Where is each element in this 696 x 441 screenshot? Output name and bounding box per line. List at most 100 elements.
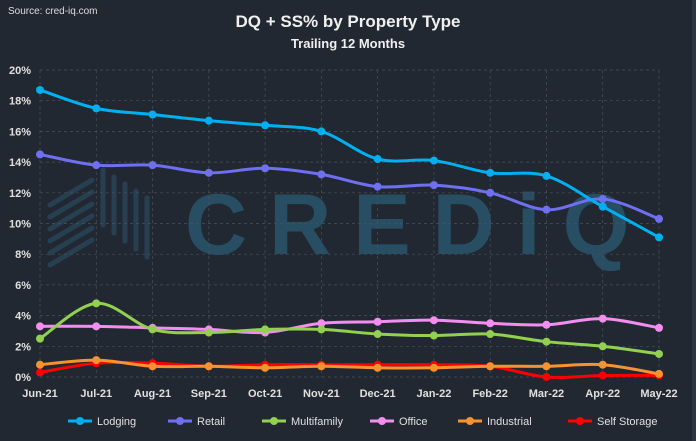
y-tick-label: 0%	[15, 372, 31, 384]
legend-marker-self-storage	[576, 417, 584, 425]
data-point-industrial	[373, 363, 382, 372]
data-point-multifamily	[36, 334, 44, 343]
y-tick-label: 14%	[9, 157, 31, 169]
x-tick-label: Sep-21	[191, 388, 227, 400]
watermark-text: CREDiQ	[185, 177, 651, 273]
legend-label-multifamily: Multifamily	[291, 416, 343, 428]
x-tick-label: Jan-22	[416, 388, 451, 400]
data-point-retail	[486, 188, 495, 197]
y-tick-label: 8%	[15, 249, 31, 261]
data-point-self-storage	[598, 371, 607, 380]
data-point-industrial	[655, 369, 663, 378]
data-point-industrial	[317, 362, 326, 371]
data-point-multifamily	[655, 349, 663, 358]
data-point-lodging	[261, 121, 270, 130]
data-point-retail	[92, 161, 101, 170]
data-point-multifamily	[373, 330, 382, 339]
data-point-industrial	[598, 360, 607, 369]
data-point-lodging	[598, 202, 607, 211]
data-point-lodging	[373, 155, 382, 164]
data-point-multifamily	[542, 337, 551, 346]
y-tick-label: 20%	[9, 65, 31, 77]
data-point-lodging	[486, 168, 495, 177]
data-point-multifamily	[261, 325, 270, 334]
data-point-multifamily	[204, 328, 213, 337]
data-point-retail	[36, 150, 44, 159]
x-tick-label: Feb-22	[472, 388, 507, 400]
source-note: Source: cred-iq.com	[8, 6, 98, 17]
data-point-self-storage	[542, 373, 551, 381]
data-point-retail	[429, 181, 438, 190]
data-point-retail	[373, 182, 382, 191]
legend-label-industrial: Industrial	[487, 416, 532, 428]
x-tick-label: Jun-21	[22, 388, 57, 400]
series-line-industrial	[39, 358, 660, 376]
legend-label-office: Office	[399, 416, 428, 428]
data-point-lodging	[317, 127, 326, 136]
data-point-industrial	[542, 362, 551, 371]
legend-marker-office	[378, 417, 386, 425]
data-point-retail	[148, 161, 157, 170]
data-point-multifamily	[486, 330, 495, 339]
y-tick-label: 16%	[9, 126, 31, 138]
chart-title: DQ + SS% by Property Type	[235, 12, 461, 31]
chart-subtitle: Trailing 12 Months	[290, 36, 406, 51]
x-tick-label: Dec-21	[360, 388, 396, 400]
data-point-multifamily	[92, 299, 101, 308]
legend-marker-multifamily	[270, 417, 278, 425]
data-point-retail	[317, 170, 326, 179]
data-point-lodging	[148, 110, 157, 119]
x-tick-label: May-22	[640, 388, 677, 400]
y-tick-label: 2%	[15, 341, 31, 353]
data-point-multifamily	[148, 325, 157, 334]
data-point-office	[598, 314, 607, 323]
data-point-lodging	[429, 156, 438, 165]
data-point-office	[655, 323, 663, 332]
data-point-lodging	[542, 171, 551, 180]
legend-label-self-storage: Self Storage	[597, 416, 658, 428]
data-point-office	[36, 322, 44, 331]
y-tick-label: 18%	[9, 96, 31, 108]
data-point-lodging	[655, 233, 663, 242]
watermark-logo	[47, 167, 150, 268]
y-tick-label: 6%	[15, 280, 31, 292]
y-tick-label: 12%	[9, 188, 31, 200]
data-point-retail	[204, 168, 213, 177]
x-tick-label: Apr-22	[585, 388, 620, 400]
data-point-industrial	[92, 356, 101, 365]
data-point-retail	[655, 214, 663, 223]
x-tick-label: Nov-21	[303, 388, 340, 400]
data-point-lodging	[92, 104, 101, 113]
data-point-industrial	[486, 362, 495, 371]
legend-label-retail: Retail	[197, 416, 225, 428]
data-point-self-storage	[36, 368, 44, 377]
data-point-multifamily	[598, 342, 607, 351]
data-point-retail	[598, 194, 607, 203]
x-tick-label: Aug-21	[134, 388, 171, 400]
data-point-industrial	[261, 363, 270, 372]
data-point-industrial	[36, 360, 44, 369]
data-point-lodging	[36, 85, 44, 94]
data-point-office	[92, 322, 101, 331]
data-point-retail	[261, 164, 270, 173]
legend-label-lodging: Lodging	[97, 416, 136, 428]
data-point-multifamily	[429, 331, 438, 340]
data-point-industrial	[148, 362, 157, 371]
data-point-office	[429, 316, 438, 325]
data-point-lodging	[204, 116, 213, 125]
data-point-industrial	[429, 363, 438, 372]
data-point-office	[486, 319, 495, 328]
data-point-industrial	[204, 362, 213, 371]
legend-marker-retail	[176, 417, 184, 425]
x-tick-label: Oct-21	[248, 388, 282, 400]
series-line-retail	[39, 152, 660, 221]
x-tick-label: Jul-21	[80, 388, 112, 400]
y-tick-label: 4%	[15, 311, 31, 323]
legend-marker-industrial	[466, 417, 474, 425]
data-point-retail	[542, 205, 551, 214]
data-point-office	[373, 317, 382, 326]
y-tick-label: 10%	[9, 219, 31, 231]
legend-marker-lodging	[76, 417, 84, 425]
window-edge	[692, 0, 696, 441]
